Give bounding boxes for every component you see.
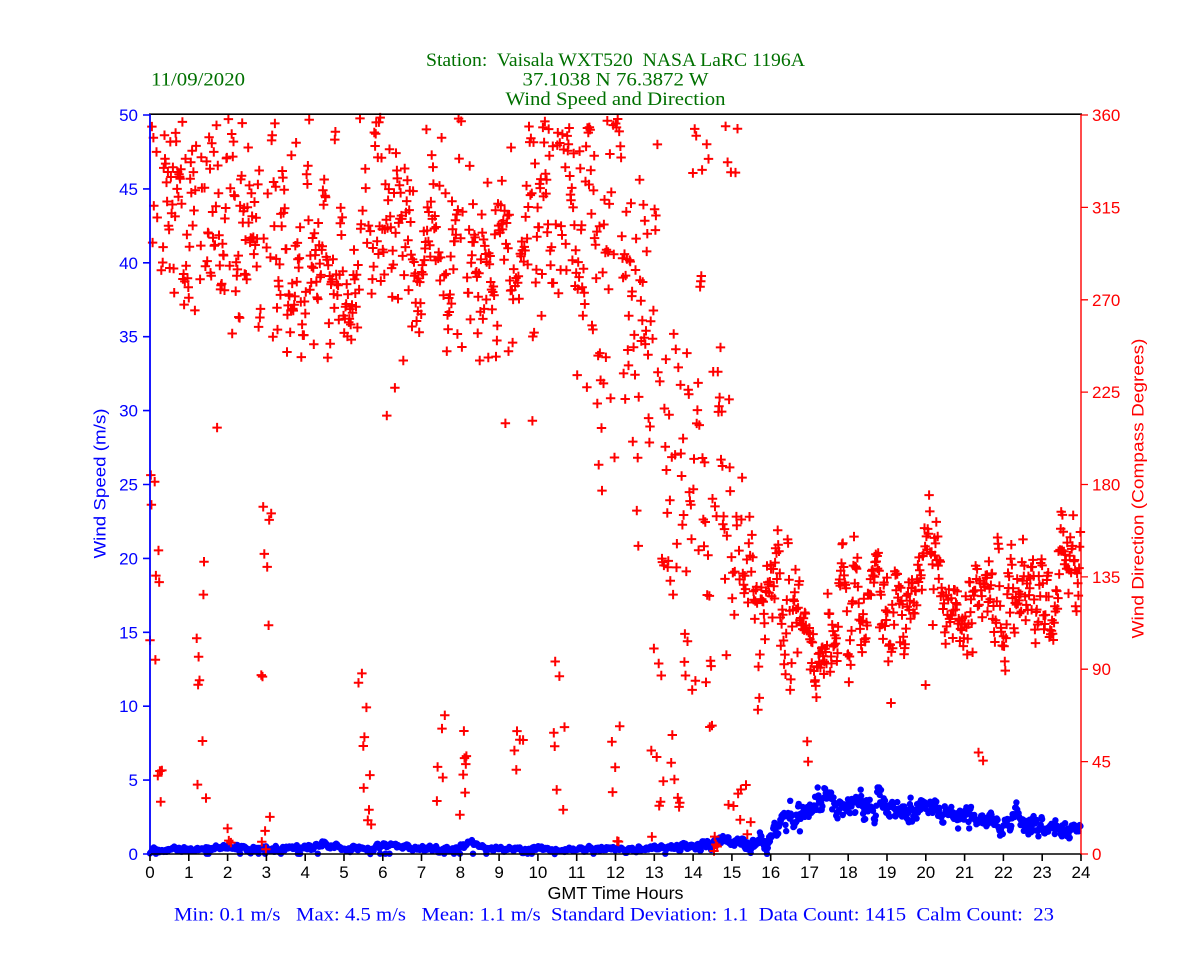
svg-text:11/09/2020: 11/09/2020 <box>151 70 245 91</box>
svg-text:Wind Direction (Compass Degree: Wind Direction (Compass Degrees) <box>1128 339 1147 639</box>
svg-text:2: 2 <box>223 863 232 882</box>
svg-text:25: 25 <box>119 476 138 495</box>
svg-text:14: 14 <box>684 863 703 882</box>
svg-text:9: 9 <box>494 863 503 882</box>
svg-text:24: 24 <box>1072 863 1091 882</box>
svg-text:225: 225 <box>1092 383 1120 402</box>
svg-text:17: 17 <box>800 863 819 882</box>
svg-text:0: 0 <box>129 845 138 864</box>
svg-text:0: 0 <box>145 863 154 882</box>
svg-text:12: 12 <box>606 863 625 882</box>
svg-text:18: 18 <box>839 863 858 882</box>
svg-text:90: 90 <box>1092 660 1111 679</box>
svg-text:Min: 0.1 m/s Max: 4.5 m/s: Min: 0.1 m/s Max: 4.5 m/s Mean: 1.1 m/s … <box>174 905 1054 926</box>
svg-text:16: 16 <box>761 863 780 882</box>
svg-text:Wind Speed and Direction: Wind Speed and Direction <box>506 89 727 110</box>
svg-text:20: 20 <box>916 863 935 882</box>
svg-text:6: 6 <box>378 863 387 882</box>
svg-text:10: 10 <box>119 697 138 716</box>
svg-text:35: 35 <box>119 328 138 347</box>
svg-text:GMT Time Hours: GMT Time Hours <box>548 883 684 903</box>
svg-text:19: 19 <box>878 863 897 882</box>
svg-text:Wind Speed (m/s): Wind Speed (m/s) <box>90 409 109 559</box>
svg-text:40: 40 <box>119 254 138 273</box>
svg-text:4: 4 <box>300 863 309 882</box>
svg-text:15: 15 <box>119 623 138 642</box>
svg-text:45: 45 <box>119 180 138 199</box>
svg-text:22: 22 <box>994 863 1013 882</box>
svg-text:10: 10 <box>528 863 547 882</box>
svg-text:13: 13 <box>645 863 664 882</box>
svg-text:315: 315 <box>1092 198 1120 217</box>
svg-text:135: 135 <box>1092 568 1120 587</box>
svg-text:11: 11 <box>568 863 586 882</box>
svg-text:5: 5 <box>339 863 348 882</box>
svg-text:21: 21 <box>955 863 974 882</box>
svg-text:37.1038 N 76.3872 W: 37.1038 N 76.3872 W <box>523 70 709 91</box>
svg-text:360: 360 <box>1092 106 1120 125</box>
svg-text:8: 8 <box>456 863 465 882</box>
svg-text:15: 15 <box>722 863 741 882</box>
svg-text:45: 45 <box>1092 753 1111 772</box>
svg-text:3: 3 <box>262 863 271 882</box>
svg-text:50: 50 <box>119 106 138 125</box>
svg-text:1: 1 <box>184 863 193 882</box>
svg-text:5: 5 <box>129 771 138 790</box>
svg-text:180: 180 <box>1092 476 1120 495</box>
svg-text:20: 20 <box>119 549 138 568</box>
svg-text:7: 7 <box>417 863 426 882</box>
svg-text:Station: Vaisala WXT520 NASA: Station: Vaisala WXT520 NASA LaRC 1196A <box>426 50 805 71</box>
svg-text:30: 30 <box>119 402 138 421</box>
svg-text:0: 0 <box>1092 845 1101 864</box>
svg-text:270: 270 <box>1092 291 1120 310</box>
svg-text:23: 23 <box>1033 863 1052 882</box>
